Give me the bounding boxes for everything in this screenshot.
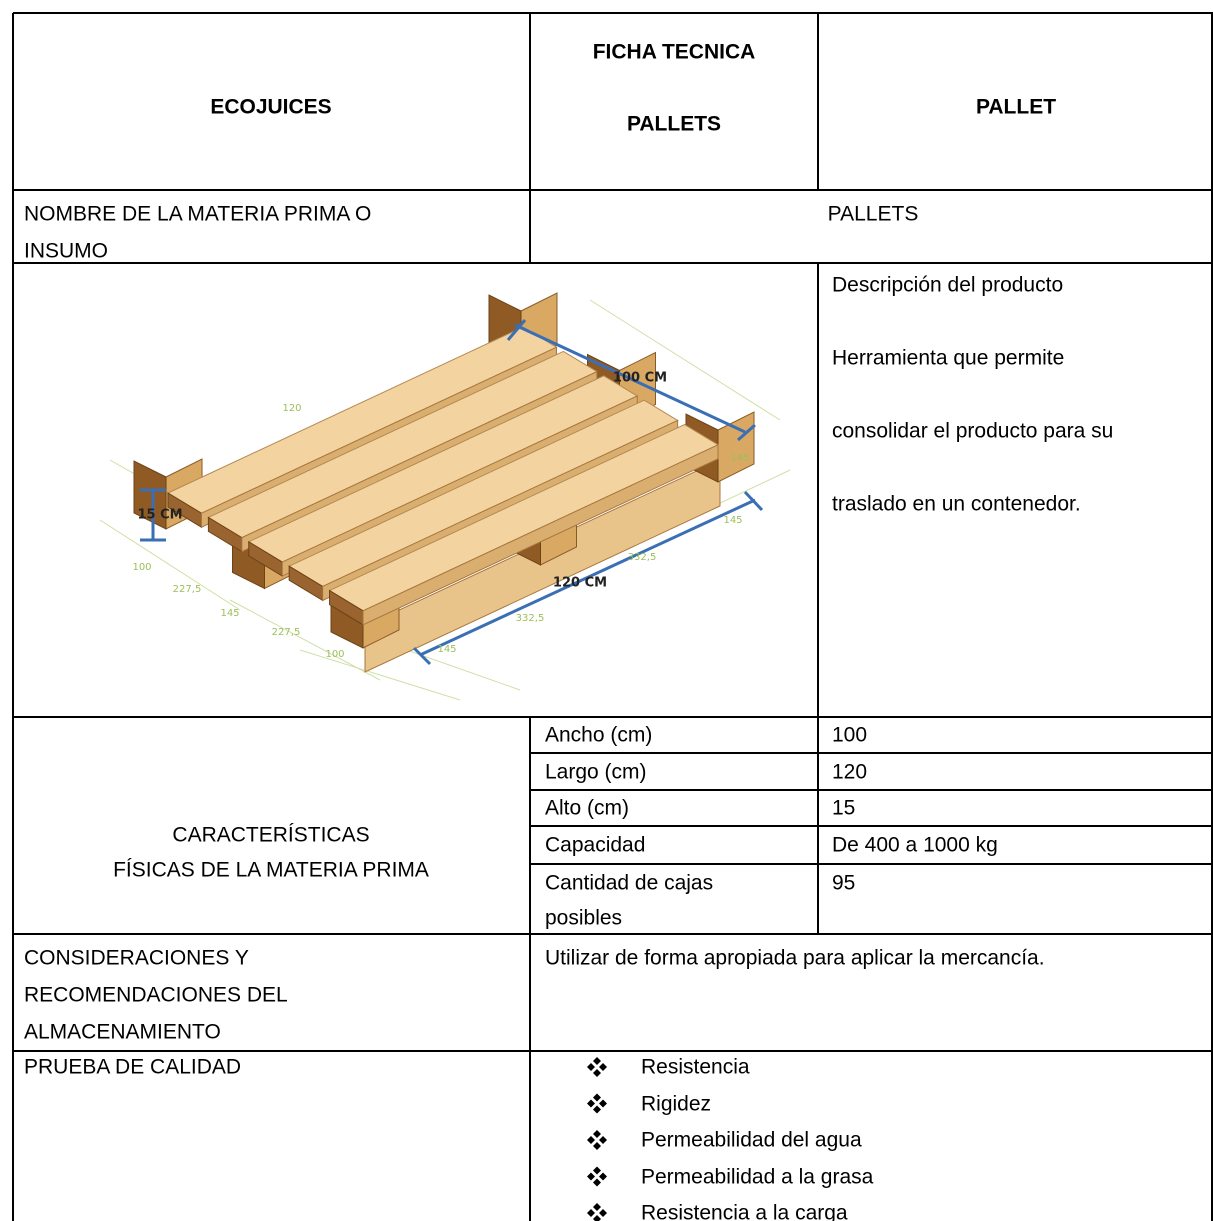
property-name: posibles — [545, 906, 623, 930]
slat-side — [362, 444, 719, 626]
measure-label: 145 — [220, 608, 239, 619]
row-label: INSUMO — [24, 239, 108, 263]
property-name: Cantidad de cajas — [545, 871, 714, 895]
bullet-icon — [587, 1057, 607, 1077]
bullet-part — [593, 1130, 601, 1138]
dimension-line — [419, 498, 756, 657]
property-value: 95 — [832, 871, 856, 895]
bullet-part — [587, 1136, 595, 1144]
sheet-title: PALLETS — [626, 112, 722, 136]
description-line: traslado en un contenedor. — [832, 492, 1081, 516]
dimension-tick — [412, 646, 432, 666]
bullet-part — [593, 1142, 601, 1150]
measure-label: 145 — [437, 644, 456, 655]
bullet-part — [587, 1063, 595, 1071]
bullet-part — [587, 1172, 595, 1181]
dimension-tick — [743, 490, 764, 512]
measure-label: 120 — [282, 403, 301, 414]
bullet-part — [593, 1093, 601, 1102]
measure-label: 145 — [723, 515, 742, 526]
bullet-icon — [587, 1093, 607, 1114]
list-item: Resistencia a la carga — [641, 1201, 848, 1221]
product-name: PALLET — [975, 95, 1057, 119]
bullet-part — [593, 1215, 601, 1221]
company-name: ECOJUICES — [210, 95, 332, 119]
bullet-part — [599, 1209, 607, 1217]
sheet-title: FICHA TECNICA — [592, 40, 756, 64]
property-name: Ancho (cm) — [545, 723, 653, 747]
measure-label: 332,5 — [628, 552, 657, 563]
bullet-part — [587, 1209, 595, 1217]
bullet-icon — [587, 1130, 607, 1150]
row-label: NOMBRE DE LA MATERIA PRIMA O — [24, 202, 372, 226]
row-value: PALLETS — [827, 202, 919, 226]
bullet-part — [599, 1136, 607, 1144]
property-name: Alto (cm) — [545, 796, 629, 820]
description-line: Herramienta que permite — [832, 346, 1065, 370]
bottom-board — [364, 459, 721, 673]
property-name: Capacidad — [545, 833, 646, 857]
bullet-part — [599, 1063, 607, 1071]
dimension-tick — [737, 423, 756, 442]
guide-line — [589, 299, 781, 421]
guide-line — [299, 649, 461, 701]
bullet-icon — [587, 1203, 607, 1221]
bullet-part — [593, 1203, 601, 1211]
row-label: CONSIDERACIONES Y — [24, 946, 249, 970]
bullet-part — [593, 1069, 601, 1077]
description-line: Descripción del producto — [832, 273, 1064, 297]
list-item: Resistencia — [641, 1055, 750, 1079]
measure-label: 227,5 — [173, 584, 202, 595]
bullet-part — [593, 1178, 601, 1187]
dimension-tick — [506, 319, 527, 341]
list-item: Permeabilidad a la grasa — [641, 1165, 874, 1188]
measure-label: 100 — [132, 562, 151, 573]
bullet-part — [593, 1057, 601, 1065]
bullet-part — [599, 1172, 607, 1181]
dimension-line — [514, 323, 746, 434]
measure-label: 100 — [325, 649, 344, 660]
row-label: PRUEBA DE CALIDAD — [24, 1055, 242, 1079]
row-label: CARACTERÍSTICAS — [172, 823, 370, 847]
description-line: consolidar el producto para su — [832, 419, 1114, 443]
property-value: De 400 a 1000 kg — [832, 833, 998, 857]
dimension-label: 120 CM — [553, 576, 607, 591]
guide-line — [99, 519, 241, 611]
bullet-part — [593, 1166, 601, 1175]
property-value: 100 — [832, 723, 868, 747]
property-name: Largo (cm) — [545, 760, 647, 784]
property-value: 120 — [832, 760, 868, 784]
measure-label: 332,5 — [516, 613, 545, 624]
row-label: RECOMENDACIONES DEL — [24, 983, 288, 1007]
dimension-label: 100 CM — [613, 371, 667, 386]
bullet-part — [593, 1105, 601, 1114]
bullet-icon — [587, 1166, 607, 1187]
row-label: FÍSICAS DE LA MATERIA PRIMA — [113, 858, 429, 882]
row-label: ALMACENAMIENTO — [24, 1020, 221, 1044]
pallet-block — [133, 460, 167, 530]
measure-label: 227,5 — [272, 627, 301, 638]
list-item: Rigidez — [641, 1092, 712, 1115]
measure-label: 145 — [730, 453, 749, 464]
bullet-part — [587, 1099, 595, 1108]
property-value: 15 — [832, 796, 856, 820]
row-value: Utilizar de forma apropiada para aplicar… — [545, 946, 1045, 970]
list-item: Permeabilidad del agua — [641, 1128, 862, 1152]
dimension-label: 15 CM — [137, 508, 182, 523]
bullet-part — [599, 1099, 607, 1108]
